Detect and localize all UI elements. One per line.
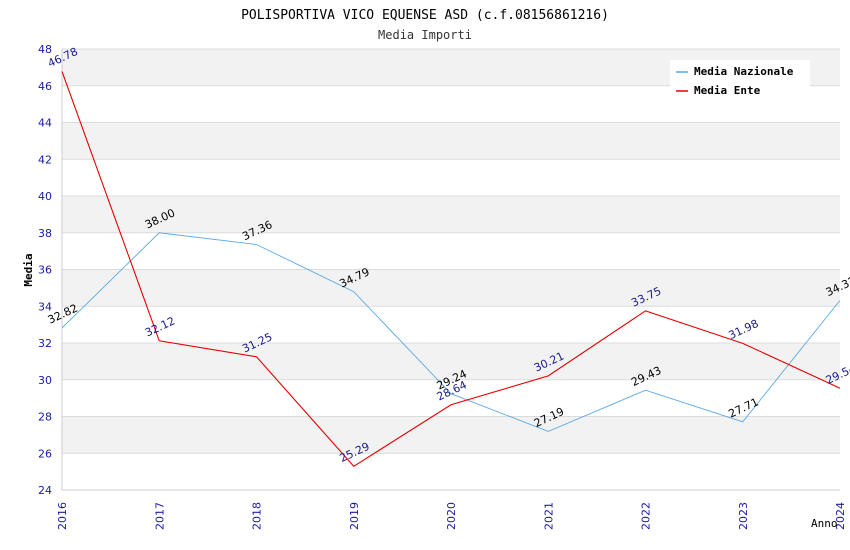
x-axis-label: Anno bbox=[811, 517, 838, 530]
plot-band bbox=[62, 269, 840, 307]
y-tick-label: 42 bbox=[38, 153, 52, 166]
series-line-media-ente bbox=[61, 71, 841, 468]
legend-label-nazionale: Media Nazionale bbox=[694, 65, 794, 78]
plot-band bbox=[62, 379, 840, 417]
y-tick-label: 48 bbox=[38, 43, 52, 56]
legend-label-ente: Media Ente bbox=[694, 84, 761, 97]
plot-band bbox=[62, 159, 840, 196]
y-tick-label: 44 bbox=[38, 117, 52, 130]
plot-band bbox=[62, 196, 840, 233]
x-tick-label: 2020 bbox=[445, 502, 458, 530]
legend-box bbox=[670, 60, 810, 98]
plot-background-bands bbox=[62, 49, 840, 490]
y-tick-label: 26 bbox=[38, 447, 52, 460]
plot-band bbox=[62, 306, 840, 343]
y-tick-label: 36 bbox=[38, 264, 52, 277]
series-line-media-nazionale bbox=[61, 232, 841, 432]
y-tick-label: 40 bbox=[38, 190, 52, 203]
x-tick-label: 2022 bbox=[640, 502, 653, 530]
plot-band bbox=[62, 232, 840, 270]
y-tick-label: 24 bbox=[38, 484, 52, 497]
x-tick-label: 2018 bbox=[251, 502, 264, 530]
y-tick-labels: 24 26 28 30 32 34 36 38 40 42 44 46 48 bbox=[38, 43, 52, 497]
y-tick-label: 30 bbox=[38, 374, 52, 387]
plot-band bbox=[62, 416, 840, 454]
x-tick-labels: 2016 2017 2018 2019 2020 2021 2022 2023 2024 bbox=[56, 502, 847, 530]
series-lines bbox=[61, 71, 841, 468]
y-tick-label: 34 bbox=[38, 300, 52, 313]
x-tick-label: 2021 bbox=[542, 502, 555, 530]
legend: Media Nazionale Media Ente bbox=[670, 60, 810, 98]
y-tick-label: 28 bbox=[38, 411, 52, 424]
plot-band bbox=[62, 343, 840, 380]
y-axis-label: Media bbox=[22, 253, 35, 286]
plot-band bbox=[62, 122, 840, 160]
x-tick-label: 2016 bbox=[56, 502, 69, 530]
x-tick-label: 2019 bbox=[348, 502, 361, 530]
chart-subtitle: Media Importi bbox=[378, 28, 472, 42]
x-tick-label: 2023 bbox=[737, 502, 750, 530]
x-tick-label: 2024 bbox=[834, 502, 847, 530]
chart-title: POLISPORTIVA VICO EQUENSE ASD (c.f.08156… bbox=[241, 8, 609, 23]
x-tick-label: 2017 bbox=[153, 502, 166, 530]
y-tick-label: 38 bbox=[38, 227, 52, 240]
plot-band bbox=[62, 453, 840, 490]
y-tick-label: 46 bbox=[38, 80, 52, 93]
y-tick-label: 32 bbox=[38, 337, 52, 350]
axes bbox=[61, 49, 840, 491]
